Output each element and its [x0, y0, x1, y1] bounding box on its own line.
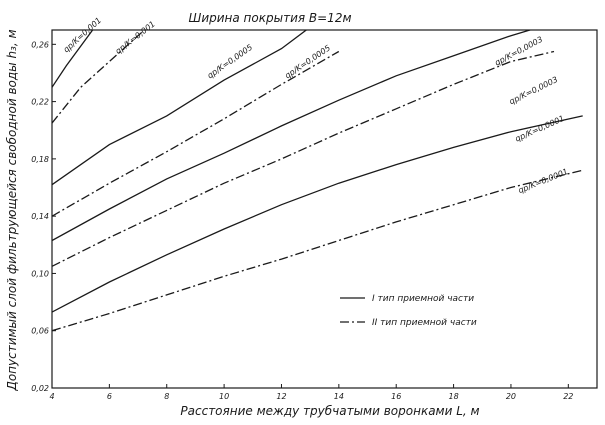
series-0-line: [52, 30, 94, 88]
x-tick-label-8: 20: [506, 392, 516, 401]
curve-label-3: qр/K=0,0005: [283, 43, 332, 80]
x-tick-label-4: 12: [276, 392, 286, 401]
curve-label-5: qр/K=0,0003: [508, 75, 559, 106]
x-tick-label-7: 18: [448, 392, 458, 401]
x-tick-label-0: 4: [49, 392, 54, 401]
series-4-line: [52, 30, 533, 242]
series-6-line: [52, 115, 583, 313]
y-tick-label-4: 0,18: [31, 155, 49, 164]
x-tick-label-1: 6: [107, 392, 112, 401]
x-axis-label: Расстояние между трубчатыми воронками L,…: [180, 404, 479, 418]
series-5-line: [52, 50, 555, 267]
curve-label-0: qр/K=0,001: [62, 16, 103, 55]
curve-label-7: qр/K=0,0001: [517, 167, 569, 195]
x-tick-label-9: 22: [563, 392, 573, 401]
curve-label-1: qр/K=0,001: [114, 19, 157, 55]
series-3-line: [52, 50, 340, 217]
y-tick-label-5: 0,22: [31, 98, 49, 107]
curves: [52, 30, 583, 332]
curve-label-2: qр/K=0,0005: [206, 43, 254, 81]
chart-title: Ширина покрытия B=12м: [188, 11, 351, 25]
x-ticks: 4 6 8 10 12 14 16 18 20 22: [49, 384, 573, 401]
legend-entry-type-1: I тип приемной части: [372, 294, 474, 304]
x-tick-label-6: 16: [391, 392, 401, 401]
y-tick-label-0: 0,02: [31, 384, 49, 393]
legend-entry-type-2: II тип приемной части: [372, 318, 477, 328]
series-2-line: [52, 30, 308, 186]
legend: I тип приемной части II тип приемной час…: [340, 294, 477, 328]
y-tick-label-1: 0,06: [31, 327, 49, 336]
y-tick-label-2: 0,10: [31, 269, 49, 278]
plot-frame: [51, 29, 598, 389]
y-ticks: 0,02 0,06 0,10 0,14 0,18 0,22 0,26: [31, 40, 56, 393]
y-tick-label-3: 0,14: [31, 212, 49, 221]
y-axis-label: Допустимый слой фильтрующейся свободной …: [5, 29, 19, 391]
series-7-line: [52, 169, 583, 332]
x-tick-label-5: 14: [334, 392, 344, 401]
x-tick-label-2: 8: [164, 392, 169, 401]
x-tick-label-3: 10: [219, 392, 229, 401]
y-tick-label-6: 0,26: [31, 40, 49, 49]
series-1-line: [52, 30, 146, 124]
